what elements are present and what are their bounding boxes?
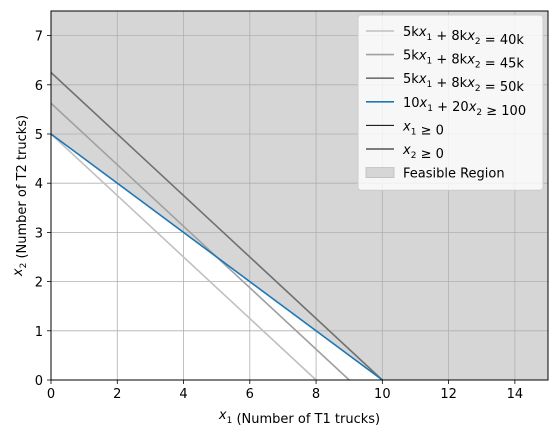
plot-frame — [50, 10, 549, 381]
legend-label: 5kx1 + 8kx2 = 40k — [403, 25, 524, 48]
x-axis-label: x1 (Number of T1 trucks) — [218, 408, 380, 427]
legend-label: 10x1 + 20x2 ≥ 100 — [403, 96, 526, 119]
legend-label: Feasible Region — [403, 167, 505, 182]
x-tick-label: 12 — [440, 387, 457, 402]
x-tick-label: 2 — [113, 387, 121, 402]
y-axis-label: x2 (Number of T2 trucks) — [11, 115, 30, 277]
y-tick-label: 5 — [35, 128, 43, 143]
y-tick-label: 3 — [35, 226, 43, 241]
series-line-5kx1-8kx2-45k — [50, 102, 350, 381]
x-tick-label: 8 — [312, 387, 320, 402]
legend-label: x1 ≥ 0 — [402, 119, 444, 138]
x-tick-label: 4 — [179, 387, 187, 402]
y-tick-label: 6 — [35, 79, 43, 94]
series-line-5kx1-8kx2-50k — [50, 71, 383, 381]
x-tick-label: 10 — [374, 387, 391, 402]
legend-label: x2 ≥ 0 — [402, 143, 444, 162]
legend-box — [357, 14, 544, 191]
legend-swatch-feasible-region — [365, 167, 395, 179]
y-tick-label: 7 — [35, 30, 43, 45]
y-tick-label: 1 — [35, 325, 43, 340]
series-line-5kx1-8kx2-40k — [50, 133, 317, 381]
legend-label: 5kx1 + 8kx2 = 45k — [403, 49, 524, 72]
y-tick-label: 2 — [35, 276, 43, 291]
x-tick-label: 0 — [47, 387, 55, 402]
x-tick-label: 6 — [246, 387, 254, 402]
x-tick-label: 14 — [507, 387, 524, 402]
y-tick-label: 0 — [35, 374, 43, 389]
y-tick-label: 4 — [35, 177, 43, 192]
legend-label: 5kx1 + 8kx2 = 50k — [403, 72, 524, 95]
series-line-10x1-20x2-100 — [50, 133, 383, 381]
